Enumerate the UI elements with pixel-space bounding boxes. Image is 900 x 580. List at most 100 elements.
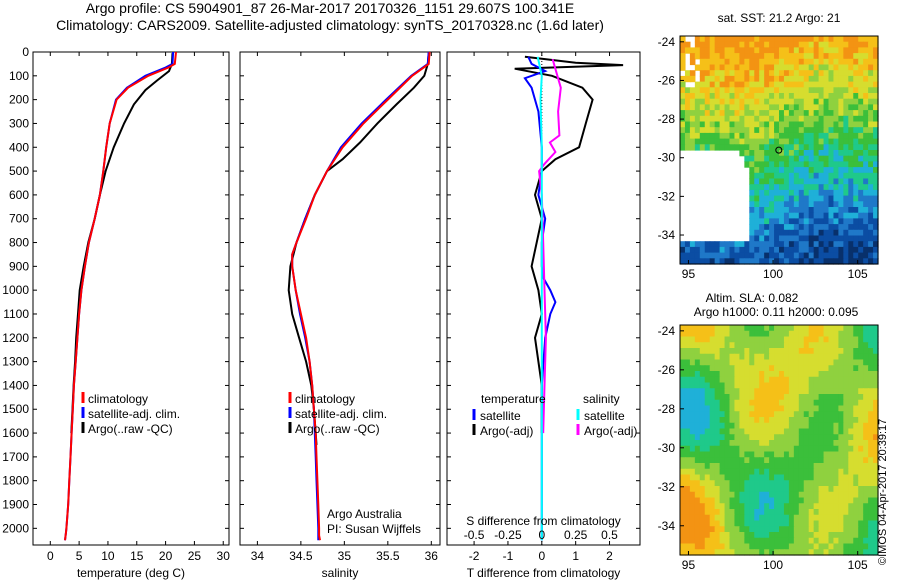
title-line-2: Climatology: CARS2009. Satellite-adjuste… [56,17,604,33]
legend-label: climatology [295,392,355,406]
y-tick-label: 700 [9,212,29,226]
map-y-tick-label: -28 [658,402,676,416]
series-line-climatology [64,51,177,541]
temperature-frame [32,51,230,546]
x-tick-label: 36 [425,549,439,563]
map-x-tick-label: 105 [848,267,868,281]
x2-tick-label: 0.5 [601,528,618,542]
annotation-line: Argo Australia [327,507,402,521]
y-tick-label: 1100 [3,307,29,321]
y-tick-label: 0 [22,45,29,59]
diff-series-1 [514,55,624,434]
map-y-tick-label: -34 [658,519,676,533]
y-tick-label: 1000 [2,283,29,297]
y-tick-label: 800 [9,236,29,250]
y-tick-label: 1500 [2,402,29,416]
map-y-tick-label: -32 [658,480,676,494]
x-tick-label: -2 [469,549,480,563]
differences-xlabel: T difference from climatology [467,566,621,580]
salinity-xlabel: salinity [322,566,359,580]
legend-label: Argo(..raw -QC) [295,422,380,436]
sla-map-subtitle: Argo h1000: 0.11 h2000: 0.095 [694,305,859,319]
series-line-climatology [291,51,431,541]
x-tick-label: 5 [76,549,83,563]
x2-tick-label: -0.25 [494,528,522,542]
x-tick-label: 1 [572,549,579,563]
y-tick-label: 300 [9,116,29,130]
x2-tick-label: -0.5 [464,528,485,542]
differences-panel [446,51,641,546]
temperature-panel [32,51,230,546]
figure-title: Argo profile: CS 5904901_87 26-Mar-2017 … [0,0,660,34]
map-y-tick-label: -26 [658,363,676,377]
y-tick-label: 100 [9,69,29,83]
y-tick-label: 1700 [2,450,29,464]
map-y-tick-label: -32 [658,189,676,203]
diff-series-2 [536,56,543,541]
map-y-tick-label: -34 [658,228,676,242]
annotation-line: PI: Susan Wijffels [327,522,421,536]
sla-map-title: Altim. SLA: 0.082 [706,291,799,305]
legend-label: climatology [88,392,148,406]
differences-frame [446,51,641,546]
x-tick-label: 15 [130,549,144,563]
x-tick-label: 2 [606,549,613,563]
y-tick-label: 400 [9,140,29,154]
legend-label: satellite [480,409,521,423]
x2-tick-label: 0.25 [564,528,588,542]
x-tick-label: 25 [188,549,202,563]
y-tick-label: 2000 [2,521,29,535]
map-x-tick-label: 95 [682,558,696,572]
legend-header: temperature [481,392,546,406]
map-y-tick-label: -26 [658,73,676,87]
temperature-xlabel: temperature (deg C) [77,566,185,580]
y-tick-label: 1800 [2,474,29,488]
x-tick-label: -1 [503,549,514,563]
legend-label: satellite-adj. clim. [88,407,180,421]
y-tick-label: 1900 [2,498,29,512]
y-tick-label: 1300 [2,355,29,369]
y-tick-label: 600 [9,188,29,202]
y-tick-label: 1600 [2,426,29,440]
series-line-argorawqc [287,53,430,446]
x-tick-label: 34 [251,549,265,563]
series-line-satelliteadjclim [291,51,430,541]
y-tick-label: 1400 [2,378,29,392]
argo-location-marker [775,146,783,154]
legend-label: satellite-adj. clim. [295,407,387,421]
map-x-tick-label: 105 [848,558,868,572]
x-tick-label: 0 [47,549,54,563]
legend-label: Argo(..raw -QC) [88,422,173,436]
x2-tick-label: 0 [538,528,545,542]
map-y-tick-label: -24 [658,324,676,338]
sst-map-frame [679,35,879,265]
salinity-frame [239,51,441,546]
salinity-panel [239,51,441,546]
imos-timestamp: ©IMOS 04-Apr-2017 20:39:17 [877,418,889,565]
x-tick-label: 30 [217,549,231,563]
x-tick-label: 35.5 [376,549,400,563]
sla-map-frame [679,324,879,556]
map-y-tick-label: -28 [658,112,676,126]
x-tick-label: 10 [101,549,115,563]
map-x-tick-label: 100 [763,267,783,281]
x-tick-label: 34.5 [289,549,313,563]
legend-header: salinity [583,392,620,406]
sla-map [679,324,879,556]
map-x-tick-label: 100 [763,558,783,572]
y-tick-label: 500 [9,164,29,178]
legend-label: Argo(-adj) [480,424,533,438]
title-line-1: Argo profile: CS 5904901_87 26-Mar-2017 … [85,0,575,16]
x-tick-label: 20 [159,549,173,563]
y-tick-label: 1200 [2,331,29,345]
x-tick-label: 35 [338,549,352,563]
y-tick-label: 900 [9,259,29,273]
x-tick-label: 0 [538,549,545,563]
map-y-tick-label: -30 [658,151,676,165]
sst-map-title: sat. SST: 21.2 Argo: 21 [718,11,841,25]
legend-label: Argo(-adj) [584,424,637,438]
legend-label: satellite [584,409,625,423]
differences-x2label: S difference from climatology [466,514,621,528]
series-line-argorawqc [70,53,174,434]
